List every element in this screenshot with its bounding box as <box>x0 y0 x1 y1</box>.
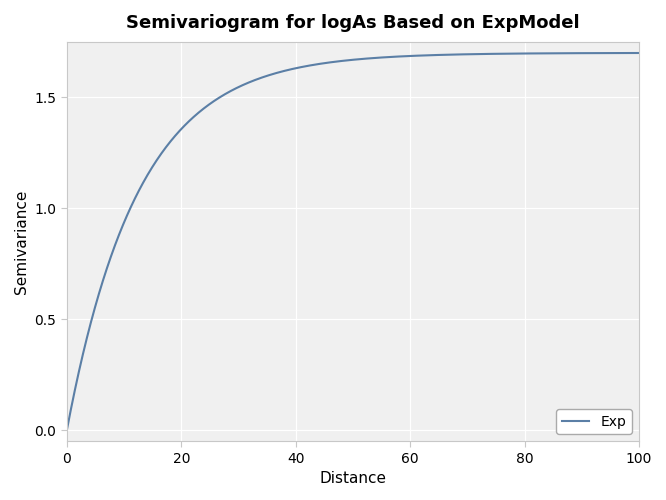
Exp <box>456 52 464 58</box>
Legend: Exp: Exp <box>556 409 632 434</box>
Exp <box>315 61 323 67</box>
Title: Semivariogram for logAs Based on ExpModel: Semivariogram for logAs Based on ExpMode… <box>126 14 579 32</box>
Exp <box>519 50 527 56</box>
Exp <box>294 64 302 70</box>
Line: Exp: Exp <box>67 53 639 430</box>
Exp <box>635 50 643 56</box>
X-axis label: Distance: Distance <box>320 471 386 486</box>
Exp <box>121 216 129 222</box>
Exp <box>509 50 517 56</box>
Exp <box>63 427 71 433</box>
Y-axis label: Semivariance: Semivariance <box>14 190 29 294</box>
